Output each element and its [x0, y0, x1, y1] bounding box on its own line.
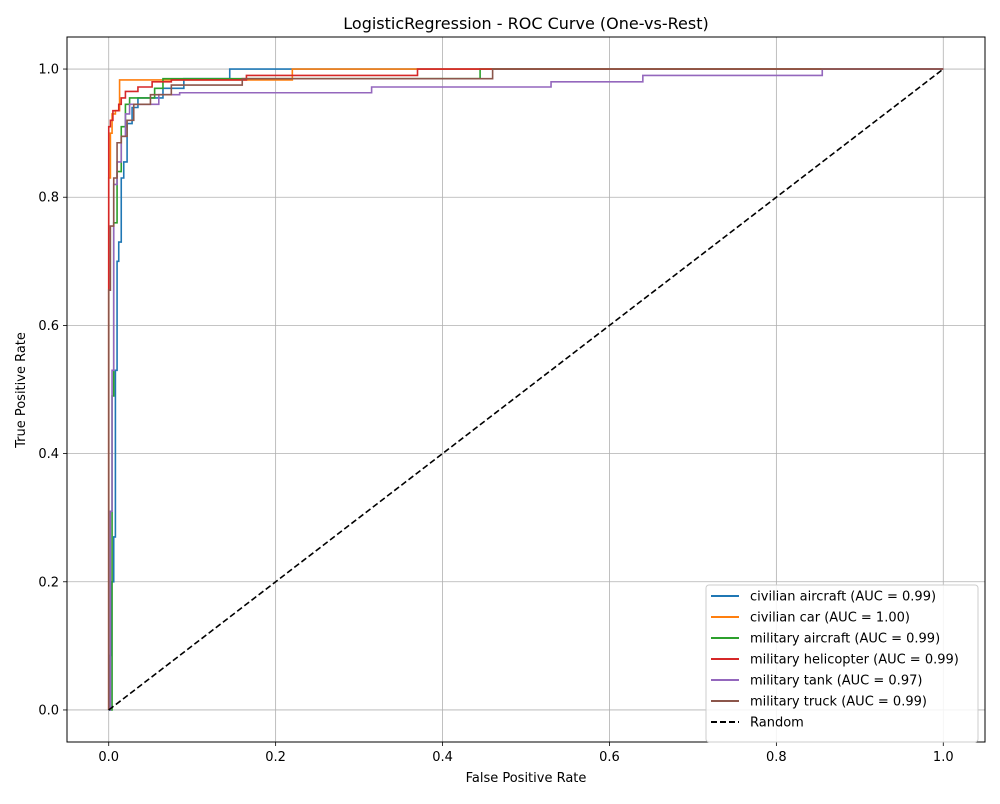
- y-tick-label: 0.2: [38, 575, 59, 590]
- y-axis-label: True Positive Rate: [14, 332, 29, 449]
- series-lines: [107, 68, 944, 711]
- plot-frame: [66, 36, 986, 743]
- x-tick-label: 0.8: [766, 750, 787, 765]
- x-tick-label: 0.6: [599, 750, 620, 765]
- series-line-civilian-car-auc-1-00: [107, 68, 944, 710]
- series-line-civilian-aircraft-auc-0-99: [108, 68, 944, 711]
- y-tick-label: 1.0: [38, 63, 59, 78]
- legend-label: civilian aircraft (AUC = 0.99): [750, 590, 936, 605]
- legend-label: Random: [750, 716, 804, 731]
- y-tick-label: 0.8: [38, 191, 59, 206]
- grid: [67, 37, 985, 742]
- x-tick-label: 1.0: [933, 750, 954, 765]
- x-tick-label: 0.2: [265, 750, 286, 765]
- legend-label: military helicopter (AUC = 0.99): [750, 653, 959, 668]
- series-line-military-truck-auc-0-99: [107, 68, 944, 710]
- legend-label: military truck (AUC = 0.99): [750, 695, 927, 710]
- y-tick-label: 0.0: [38, 703, 59, 718]
- series-line-random: [108, 68, 944, 711]
- y-tick-label: 0.4: [38, 447, 59, 462]
- x-tick-label: 0.0: [98, 750, 119, 765]
- y-axis-ticks: 0.0 0.2 0.4 0.6 0.8 1.0: [38, 63, 67, 718]
- series-line-military-tank-auc-0-97: [108, 68, 944, 711]
- chart-title: LogisticRegression - ROC Curve (One-vs-R…: [343, 14, 708, 33]
- y-tick-label: 0.6: [38, 319, 59, 334]
- x-tick-label: 0.4: [432, 750, 453, 765]
- legend-label: military aircraft (AUC = 0.99): [750, 632, 940, 647]
- legend-box: [705, 584, 979, 743]
- x-axis-ticks: 0.0 0.2 0.4 0.6 0.8 1.0: [98, 742, 954, 765]
- legend: civilian aircraft (AUC = 0.99) civilian c…: [705, 584, 979, 743]
- legend-label: civilian car (AUC = 1.00): [750, 611, 910, 626]
- legend-label: military tank (AUC = 0.97): [750, 674, 922, 689]
- x-axis-label: False Positive Rate: [466, 771, 587, 786]
